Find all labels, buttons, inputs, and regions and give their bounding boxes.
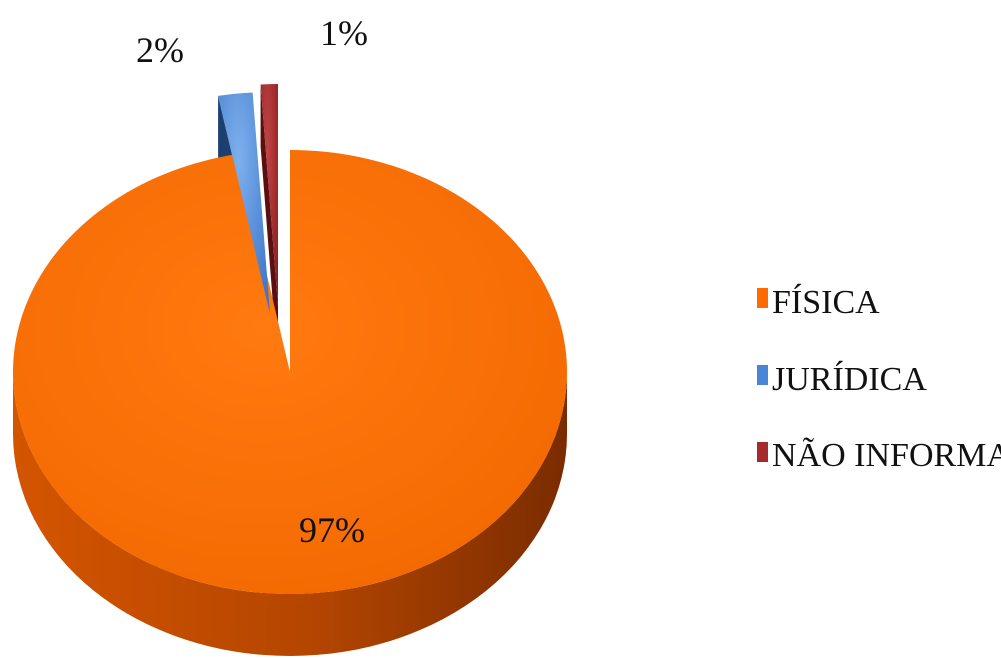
slice-nao-informado-side <box>260 84 278 369</box>
slice-nao-informado <box>260 84 278 306</box>
legend-label-nao-informado: NÃO INFORMADO <box>772 437 1001 474</box>
slice-fisica <box>13 150 568 594</box>
legend-swatch-juridica <box>757 365 768 385</box>
slice-label-fisica: 97% <box>299 510 365 550</box>
legend-swatch-nao-informado <box>757 442 768 462</box>
legend: FÍSICA JURÍDICA NÃO INFORMADO <box>757 284 1001 474</box>
slice-juridica <box>218 92 270 314</box>
pie-layer <box>13 84 568 656</box>
slice-label-juridica: 2% <box>136 30 184 70</box>
slice-label-nao-informado: 1% <box>320 13 368 53</box>
slice-fisica-side <box>13 372 567 656</box>
legend-swatch-fisica <box>757 288 768 308</box>
legend-label-juridica: JURÍDICA <box>772 361 927 398</box>
legend-label-fisica: FÍSICA <box>772 284 880 321</box>
